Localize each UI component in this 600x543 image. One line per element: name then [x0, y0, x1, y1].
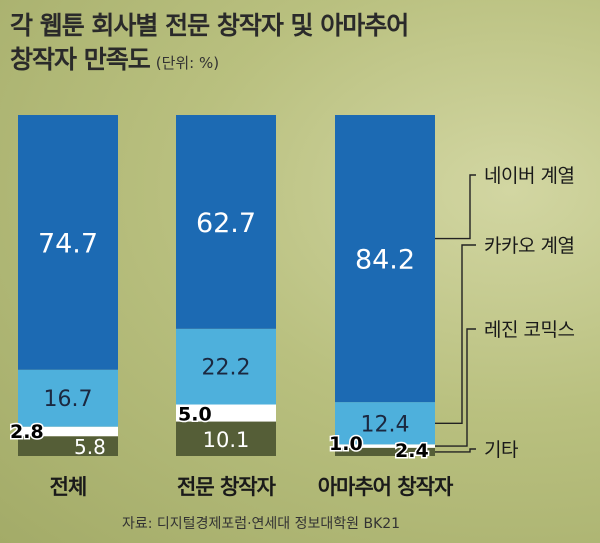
data-label: 10.1	[203, 428, 250, 452]
legend-leader-line	[435, 328, 476, 447]
bar-segment-naver-3	[335, 115, 435, 403]
data-label: 74.7	[38, 228, 98, 259]
bar-segment-lezhin-2	[176, 404, 276, 422]
data-label: 22.2	[202, 356, 251, 381]
bar-segment-other-3	[335, 447, 435, 456]
bar-segment-lezhin-1	[18, 426, 118, 437]
bar-segment-lezhin-3	[335, 444, 435, 448]
chart-title-line2: 창작자 만족도 (단위: %)	[10, 40, 219, 76]
legend-label: 카카오 계열	[484, 235, 574, 257]
bar-segment-naver-2	[176, 115, 276, 329]
bar-segment-kakao-3	[335, 402, 435, 445]
bar-segment-other-1	[18, 436, 118, 456]
bar-segment-other-2	[176, 421, 276, 456]
legend-leader-line	[435, 448, 476, 453]
data-label: 62.7	[196, 208, 256, 239]
category-label: 전문 창작자	[177, 475, 277, 499]
data-label: 5.8	[74, 435, 106, 459]
unit-label: (단위: %)	[155, 54, 220, 72]
data-label: 1.0	[329, 433, 363, 455]
bar-segment-kakao-2	[176, 328, 276, 405]
legend-label: 기타	[484, 439, 518, 461]
chart-title: 각 웹툰 회사별 전문 창작자 및 아마추어	[10, 11, 409, 40]
legend-label: 네이버 계열	[484, 165, 574, 187]
data-label: 84.2	[355, 245, 415, 276]
legend-leader-line	[435, 244, 476, 424]
bar-segment-kakao-1	[18, 369, 118, 427]
data-label: 16.7	[44, 387, 93, 412]
data-label: 2.8	[10, 421, 44, 443]
legend-leader-line	[435, 174, 476, 240]
source-note: 자료: 디지털경제포럼·연세대 정보대학원 BK21	[122, 516, 401, 532]
data-label: 12.4	[361, 412, 410, 437]
data-label: 2.4	[395, 440, 429, 462]
bar-segment-naver-1	[18, 115, 118, 370]
data-label: 5.0	[178, 404, 212, 426]
category-label: 아마추어 창작자	[318, 475, 454, 499]
legend-label: 레진 코믹스	[484, 319, 574, 341]
chart-title-text: 창작자 만족도	[10, 45, 151, 74]
category-label: 전체	[50, 475, 87, 499]
